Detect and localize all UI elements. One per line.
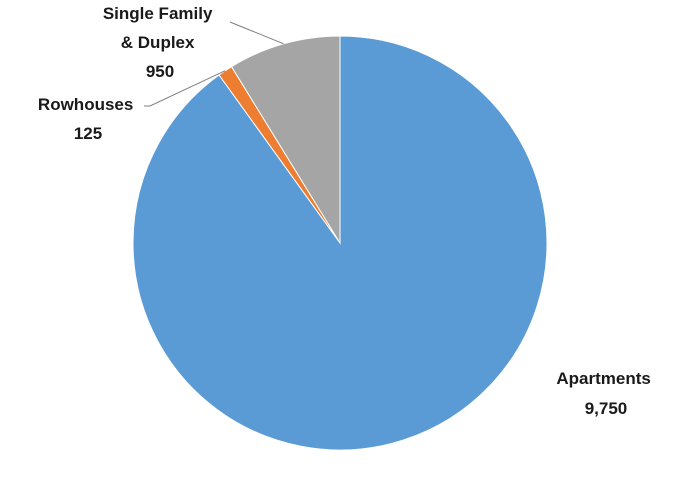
label-single-family-line2: & Duplex <box>121 33 195 52</box>
leader-line-single-family <box>229 21 284 45</box>
label-single-family-line1: Single Family <box>103 4 213 23</box>
label-single-family-value: 950 <box>146 62 174 81</box>
pie-slices <box>132 35 548 451</box>
leader-line-rowhouses <box>144 70 226 107</box>
label-rowhouses: Rowhouses 125 <box>38 95 138 143</box>
leader-lines <box>144 21 284 107</box>
label-apartments-value: 9,750 <box>585 399 628 418</box>
label-apartments-name: Apartments <box>556 369 650 388</box>
label-rowhouses-value: 125 <box>74 124 102 143</box>
label-single-family: Single Family & Duplex 950 <box>103 4 217 81</box>
label-apartments: Apartments 9,750 <box>556 369 655 418</box>
slice-single-family-duplex <box>230 35 341 245</box>
label-rowhouses-name: Rowhouses <box>38 95 133 114</box>
